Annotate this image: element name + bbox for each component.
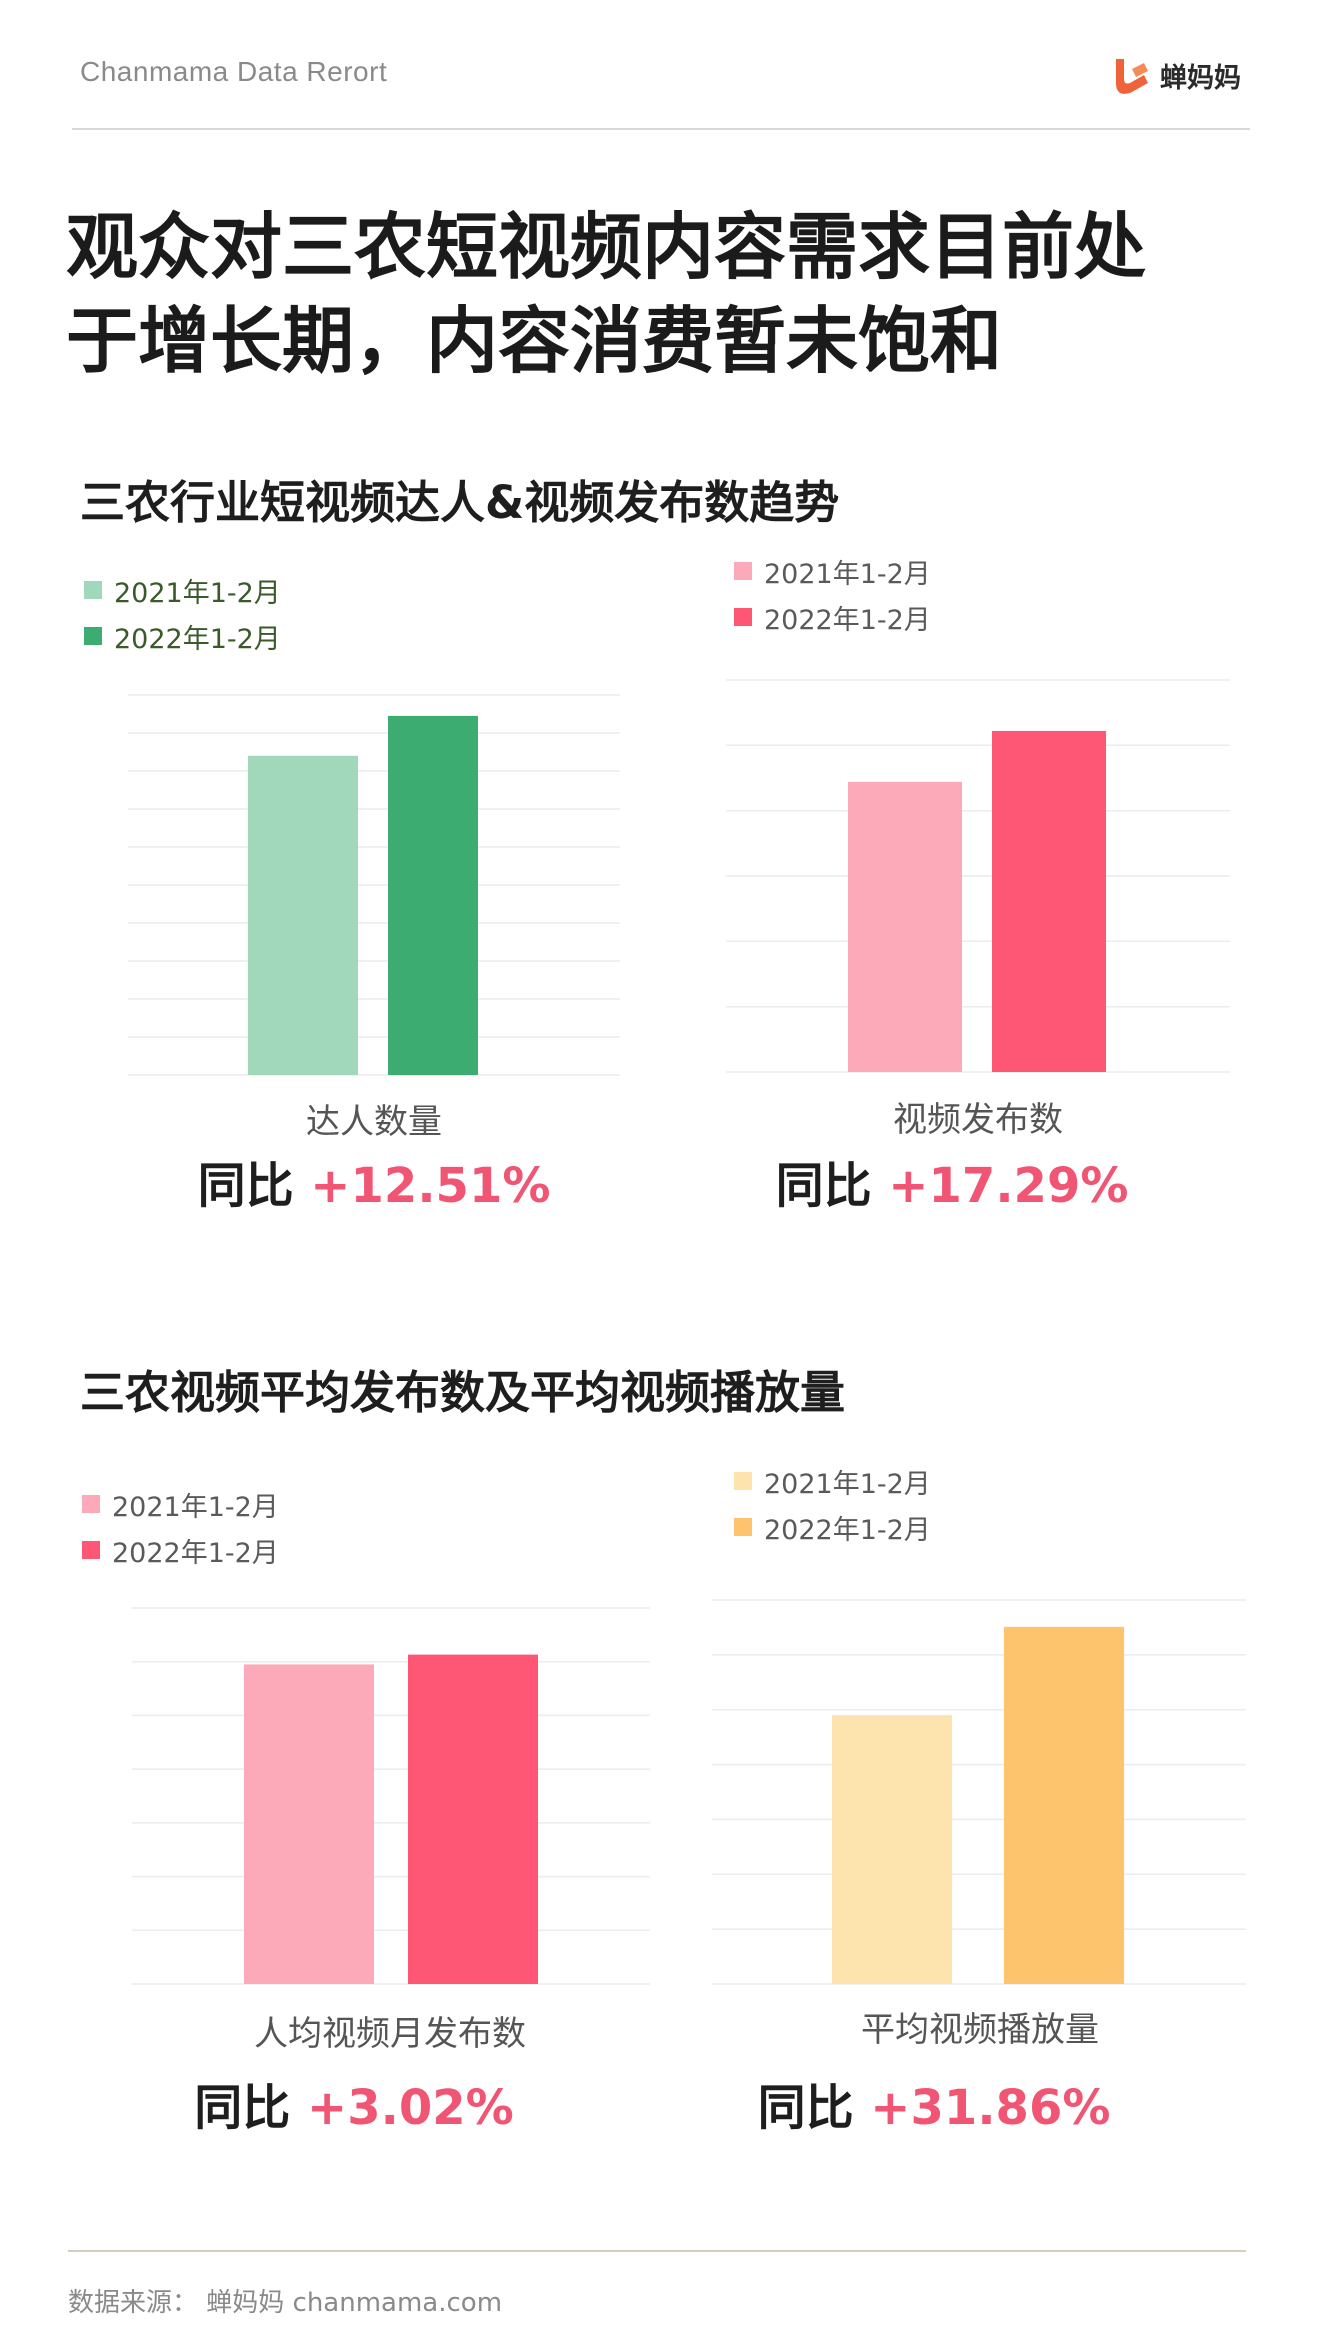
section-title-1: 三农行业短视频达人&视频发布数趋势 [80, 476, 840, 529]
chart-4-category-label: 平均视频播放量 [861, 2010, 1099, 2050]
legend-item: 2021年1-2月 [82, 1481, 279, 1527]
bar-series-2 [388, 715, 478, 1075]
yoy-prefix: 同比 [757, 2080, 854, 2136]
legend-swatch [734, 562, 752, 580]
bar-series-2 [992, 730, 1106, 1072]
chart-1-plot [128, 694, 620, 1076]
chart-2-yoy: 同比 +17.29% [652, 1146, 1252, 1216]
chart-2-category-label: 视频发布数 [893, 1100, 1063, 1140]
bar-series-1 [248, 755, 358, 1075]
chart-1-legend: 2021年1-2月 2022年1-2月 [84, 567, 281, 659]
legend-item: 2021年1-2月 [734, 548, 931, 594]
chanmama-logo: 蝉妈妈 [1110, 50, 1241, 100]
bar-series-1 [832, 1715, 952, 1984]
legend-label: 2022年1-2月 [114, 623, 281, 655]
chart-2-legend: 2021年1-2月 2022年1-2月 [734, 548, 931, 640]
header-divider [72, 128, 1250, 130]
legend-swatch [82, 1495, 100, 1513]
yoy-value: +3.02% [306, 2080, 514, 2136]
yoy-value: +12.51% [310, 1158, 551, 1214]
page-headline: 观众对三农短视频内容需求目前处 于增长期，内容消费暂未饱和 [66, 200, 1246, 388]
legend-label: 2021年1-2月 [764, 558, 931, 590]
chart-1-yoy: 同比 +12.51% [74, 1146, 674, 1216]
legend-label: 2021年1-2月 [114, 577, 281, 609]
legend-label: 2022年1-2月 [764, 604, 931, 636]
legend-swatch [734, 1472, 752, 1490]
legend-label: 2022年1-2月 [112, 1537, 279, 1569]
legend-item: 2022年1-2月 [734, 1504, 931, 1550]
bar-series-2 [1004, 1626, 1124, 1984]
legend-swatch [84, 627, 102, 645]
legend-item: 2022年1-2月 [82, 1527, 279, 1573]
bar-series-1 [848, 781, 962, 1072]
logo-text: 蝉妈妈 [1160, 62, 1241, 94]
legend-item: 2022年1-2月 [84, 613, 281, 659]
chart-4-legend: 2021年1-2月 2022年1-2月 [734, 1458, 931, 1550]
legend-label: 2022年1-2月 [764, 1514, 931, 1546]
section-title-2: 三农视频平均发布数及平均视频播放量 [80, 1366, 846, 1419]
report-brand: Chanmama Data Rerort [80, 56, 388, 87]
headline-line-2: 于增长期，内容消费暂未饱和 [66, 299, 1003, 383]
yoy-value: +17.29% [888, 1158, 1129, 1214]
bar-series-1 [244, 1664, 374, 1984]
legend-item: 2021年1-2月 [84, 567, 281, 613]
legend-item: 2022年1-2月 [734, 594, 931, 640]
bar-series-2 [408, 1654, 538, 1984]
chart-3-yoy: 同比 +3.02% [54, 2068, 654, 2138]
headline-line-1: 观众对三农短视频内容需求目前处 [66, 205, 1147, 289]
legend-swatch [82, 1541, 100, 1559]
yoy-prefix: 同比 [197, 1158, 294, 1214]
legend-swatch [84, 581, 102, 599]
yoy-prefix: 同比 [775, 1158, 872, 1214]
yoy-value: +31.86% [870, 2080, 1111, 2136]
chart-3-plot [132, 1607, 650, 1985]
chart-2-plot [726, 679, 1230, 1073]
legend-swatch [734, 1518, 752, 1536]
data-source: 数据来源： 蝉妈妈 chanmama.com [68, 2288, 503, 2318]
legend-label: 2021年1-2月 [764, 1468, 931, 1500]
chart-3-legend: 2021年1-2月 2022年1-2月 [82, 1481, 279, 1573]
footer-divider [68, 2250, 1246, 2252]
chart-4-yoy: 同比 +31.86% [634, 2068, 1234, 2138]
legend-item: 2021年1-2月 [734, 1458, 931, 1504]
chart-4-plot [712, 1599, 1246, 1985]
legend-label: 2021年1-2月 [112, 1491, 279, 1523]
chanmama-logo-icon [1116, 59, 1148, 94]
yoy-prefix: 同比 [194, 2080, 291, 2136]
legend-swatch [734, 608, 752, 626]
chart-1-category-label: 达人数量 [306, 1102, 442, 1142]
chart-3-category-label: 人均视频月发布数 [254, 2014, 526, 2054]
